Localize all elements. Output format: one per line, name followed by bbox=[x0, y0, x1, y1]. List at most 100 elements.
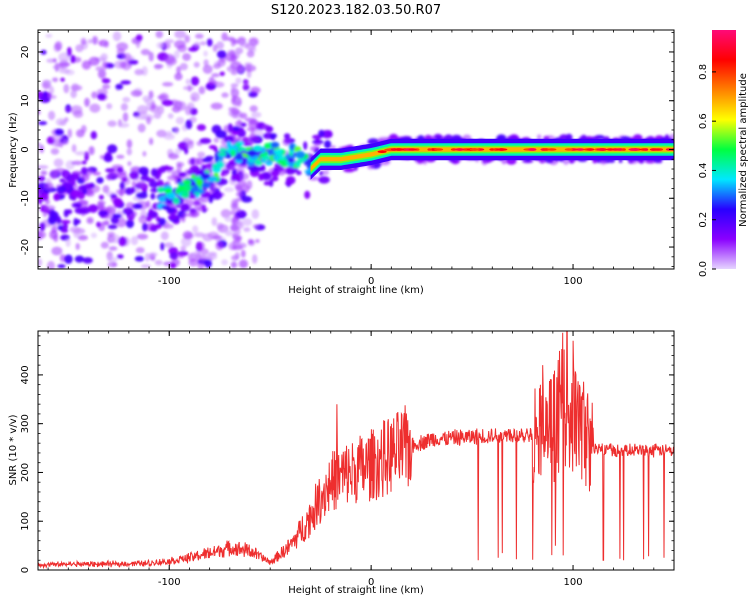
spectrogram-cell bbox=[226, 49, 235, 57]
spectrogram-cell bbox=[73, 110, 84, 118]
spectrogram-cell bbox=[77, 234, 89, 241]
snr-plot-area bbox=[38, 331, 674, 570]
spectrogram-cell bbox=[196, 124, 206, 131]
spectrogram-cell bbox=[251, 111, 262, 118]
spectrogram-cell bbox=[239, 112, 248, 119]
spectrogram-cell bbox=[247, 149, 257, 157]
spectrogram-cell bbox=[86, 217, 94, 224]
colorbar: 0.0 0.2 0.4 0.6 0.8 Normalized spectral ampl… bbox=[698, 30, 749, 277]
spectrogram-cell bbox=[87, 168, 93, 176]
snr-xtick-label: 0 bbox=[368, 577, 374, 588]
spectrogram-cell bbox=[271, 170, 280, 177]
spectrogram-xlabel: Height of straight line (km) bbox=[288, 285, 424, 296]
spectrogram-cell bbox=[196, 207, 209, 212]
spectrogram-cell bbox=[125, 202, 135, 210]
spectrogram-cell bbox=[232, 126, 240, 132]
spectrogram-cell bbox=[265, 160, 273, 166]
spectrogram-cell bbox=[303, 141, 308, 150]
spectrogram-cell bbox=[81, 60, 92, 70]
spectrogram-cell bbox=[207, 176, 217, 183]
spectrogram-cell bbox=[295, 150, 306, 159]
spectrogram-cell bbox=[231, 168, 237, 177]
spectrogram-cell bbox=[98, 194, 104, 200]
spectrogram-cell bbox=[126, 148, 132, 156]
spectrogram-peak bbox=[469, 148, 480, 151]
spectrogram-cell bbox=[160, 242, 165, 251]
spectrogram-cell bbox=[103, 154, 113, 163]
spectrogram-cell bbox=[127, 215, 135, 222]
spectrogram-cell bbox=[194, 232, 205, 238]
spectrogram-cell bbox=[255, 159, 262, 166]
spectrogram-cell bbox=[71, 170, 83, 175]
spectrogram-peak bbox=[649, 148, 661, 151]
spectrogram-cell bbox=[250, 86, 261, 94]
snr-panel: -100 0 100 0 100 200 300 400 Height of straight… bbox=[8, 330, 675, 596]
spectrogram-cell bbox=[224, 230, 233, 237]
spectrogram-cell bbox=[140, 175, 150, 182]
spectrogram-cell bbox=[195, 178, 203, 187]
spectrogram-cell bbox=[136, 105, 148, 115]
spectrogram-peak bbox=[547, 148, 557, 151]
spectrogram-cell bbox=[230, 83, 239, 88]
spectrogram-cell bbox=[235, 47, 244, 55]
spectrogram-cell bbox=[201, 181, 211, 189]
spectrogram-cell bbox=[116, 42, 129, 51]
spectrogram-cell bbox=[213, 63, 221, 69]
spectrogram-cell bbox=[286, 167, 292, 174]
spectrogram-cell bbox=[160, 231, 169, 241]
spectrogram-cell bbox=[190, 211, 199, 218]
spectrogram-cell bbox=[57, 264, 66, 269]
spectrogram-cell bbox=[52, 77, 59, 83]
spectrogram-cell bbox=[263, 181, 271, 186]
spectrogram-cell bbox=[221, 92, 229, 98]
spectrogram-cell bbox=[206, 38, 213, 47]
spectrogram-peak bbox=[596, 148, 606, 151]
spectrogram-cell bbox=[260, 164, 266, 170]
spectrogram-cell bbox=[196, 157, 204, 166]
spectrogram-cell bbox=[252, 224, 259, 229]
spectrogram-cell bbox=[185, 141, 194, 149]
spectrogram-cell bbox=[106, 103, 113, 110]
spectrogram-cell bbox=[255, 239, 260, 243]
spectrogram-cell bbox=[235, 210, 247, 219]
spectrogram-cell bbox=[174, 148, 182, 155]
spectrogram-cell bbox=[181, 190, 190, 199]
spectrogram-cell bbox=[96, 177, 104, 184]
spectrogram-cell bbox=[245, 43, 256, 51]
spectrogram-cell bbox=[232, 231, 239, 240]
colorbar-tick-label: 0.6 bbox=[698, 113, 709, 129]
spectrogram-cell bbox=[250, 136, 261, 143]
spectrogram-peak bbox=[586, 148, 595, 151]
spectrogram-cell bbox=[232, 215, 239, 222]
spectrogram-cell bbox=[261, 155, 271, 161]
spectrogram-cell bbox=[273, 149, 284, 154]
spectrogram-cell bbox=[49, 170, 60, 178]
spectrogram-cell bbox=[228, 165, 237, 171]
spectrogram-cell bbox=[71, 144, 77, 153]
figure-title: S120.2023.182.03.50.R07 bbox=[271, 3, 441, 18]
spectrogram-cell bbox=[144, 252, 150, 262]
spectrogram-cell bbox=[175, 103, 181, 113]
spectrogram-cell bbox=[39, 144, 45, 154]
spectrogram-cell bbox=[47, 260, 55, 269]
spectrogram-cell bbox=[203, 59, 209, 67]
spectrogram-cell bbox=[318, 171, 324, 176]
spectrogram-cell bbox=[88, 56, 100, 66]
spectrogram-cell bbox=[67, 128, 73, 138]
spectrogram-cell bbox=[101, 60, 108, 71]
spectrogram-cell bbox=[102, 84, 111, 90]
spectrogram-cell bbox=[249, 165, 258, 173]
spectrogram-cell bbox=[192, 196, 202, 201]
spectrogram-cell bbox=[221, 259, 229, 266]
spectrogram-cell bbox=[252, 254, 258, 264]
spectrogram-cell bbox=[65, 106, 72, 113]
spectrogram-cell bbox=[120, 103, 128, 111]
spectrogram-cell bbox=[122, 96, 131, 103]
spectrogram-cell bbox=[235, 191, 244, 197]
spectrogram-cell bbox=[92, 171, 101, 176]
snr-xlabel: Height of straight line (km) bbox=[288, 585, 424, 596]
spectrogram-cell bbox=[146, 116, 152, 125]
spectrogram-cell bbox=[98, 210, 108, 216]
spectrogram-cell bbox=[272, 155, 279, 161]
spectrogram-cell bbox=[200, 191, 211, 198]
